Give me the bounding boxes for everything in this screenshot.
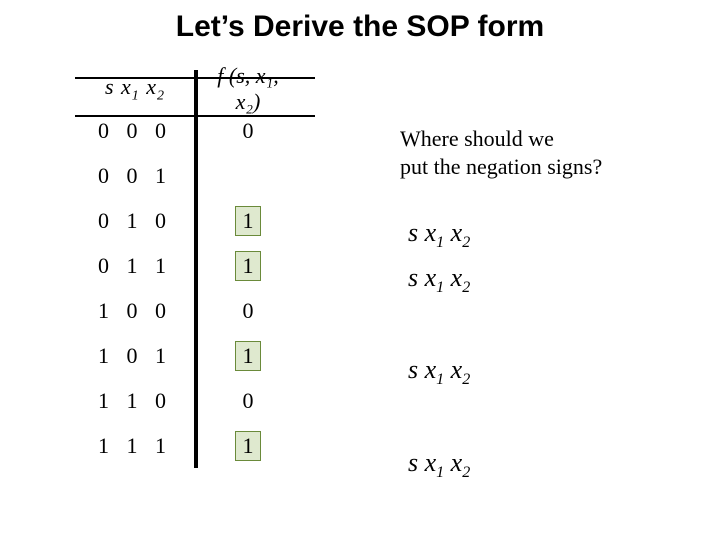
product-term: s x1 x2 — [408, 355, 470, 389]
hdr-s: s — [105, 74, 115, 99]
table-row: 1 1 1 1 — [80, 423, 310, 468]
cell-output: 0 — [236, 297, 260, 325]
term-x1: x — [425, 263, 437, 292]
cell-output — [236, 162, 260, 190]
question-line2: put the negation signs? — [400, 154, 602, 179]
cell-output-highlight: 1 — [235, 341, 261, 371]
vertical-rule — [194, 423, 198, 468]
cell-out-wrap: 0 — [208, 297, 288, 325]
table-row: 0 1 0 1 — [80, 198, 310, 243]
slide-title: Let’s Derive the SOP form — [0, 10, 720, 44]
hdr-x1-sub: 1 — [132, 88, 140, 103]
product-term: s x1 x2 — [408, 218, 470, 252]
question-text: Where should we put the negation signs? — [400, 125, 602, 180]
header-output: f (s, x₁, x₂) — [208, 63, 288, 115]
vertical-rule — [194, 333, 198, 378]
term-x1: x — [425, 355, 437, 384]
hdr-x1: x — [121, 74, 132, 99]
cell-output: 0 — [236, 117, 260, 145]
table-row: 1 1 0 0 — [80, 378, 310, 423]
cell-out-wrap: 1 — [208, 431, 288, 461]
term-s: s — [408, 263, 418, 292]
cell-out-wrap: 0 — [208, 117, 288, 145]
cell-inputs: 1 1 0 — [80, 388, 190, 414]
cell-output: 0 — [236, 387, 260, 415]
term-x1: x — [425, 448, 437, 477]
vertical-rule — [194, 378, 198, 423]
term-sub2: 2 — [462, 279, 470, 296]
cell-inputs: 1 0 0 — [80, 298, 190, 324]
term-s: s — [408, 218, 418, 247]
cell-inputs: 1 0 1 — [80, 343, 190, 369]
vertical-rule — [194, 198, 198, 243]
header-inputs: s x1 x2 — [80, 74, 190, 104]
term-sub2: 2 — [462, 234, 470, 251]
hdr-x2: x — [146, 74, 157, 99]
truth-table: s x1 x2 f (s, x₁, x₂) 0 0 0 0 0 0 1 0 1 … — [80, 70, 310, 468]
cell-output-highlight: 1 — [235, 251, 261, 281]
table-row: 1 0 0 0 — [80, 288, 310, 333]
product-term: s x1 x2 — [408, 263, 470, 297]
term-x1: x — [425, 218, 437, 247]
cell-out-wrap: 1 — [208, 206, 288, 236]
product-term: s x1 x2 — [408, 448, 470, 482]
vertical-rule — [194, 288, 198, 333]
slide: Let’s Derive the SOP form s x1 x2 f (s, … — [0, 0, 720, 540]
cell-out-wrap — [208, 162, 288, 190]
term-s: s — [408, 355, 418, 384]
cell-inputs: 0 1 1 — [80, 253, 190, 279]
term-sub1: 1 — [436, 234, 444, 251]
term-sub1: 1 — [436, 279, 444, 296]
cell-output-highlight: 1 — [235, 431, 261, 461]
cell-inputs: 0 0 1 — [80, 163, 190, 189]
term-sub1: 1 — [436, 464, 444, 481]
term-x2: x — [451, 218, 463, 247]
vertical-rule — [194, 243, 198, 288]
vertical-rule — [194, 108, 198, 153]
term-x2: x — [451, 448, 463, 477]
cell-out-wrap: 1 — [208, 341, 288, 371]
table-row: 0 0 1 — [80, 153, 310, 198]
vertical-rule — [194, 153, 198, 198]
cell-inputs: 0 1 0 — [80, 208, 190, 234]
term-sub2: 2 — [462, 464, 470, 481]
cell-inputs: 0 0 0 — [80, 118, 190, 144]
term-sub1: 1 — [436, 371, 444, 388]
cell-inputs: 1 1 1 — [80, 433, 190, 459]
header-out-wrap: f (s, x₁, x₂) — [208, 63, 288, 115]
table-header-row: s x1 x2 f (s, x₁, x₂) — [80, 70, 310, 108]
vertical-rule — [194, 70, 198, 108]
cell-out-wrap: 0 — [208, 387, 288, 415]
question-line1: Where should we — [400, 126, 554, 151]
cell-output-highlight: 1 — [235, 206, 261, 236]
term-x2: x — [451, 263, 463, 292]
hdr-x2-sub: 2 — [157, 88, 165, 103]
cell-out-wrap: 1 — [208, 251, 288, 281]
term-s: s — [408, 448, 418, 477]
term-x2: x — [451, 355, 463, 384]
table-row: 1 0 1 1 — [80, 333, 310, 378]
table-row: 0 1 1 1 — [80, 243, 310, 288]
term-sub2: 2 — [462, 371, 470, 388]
